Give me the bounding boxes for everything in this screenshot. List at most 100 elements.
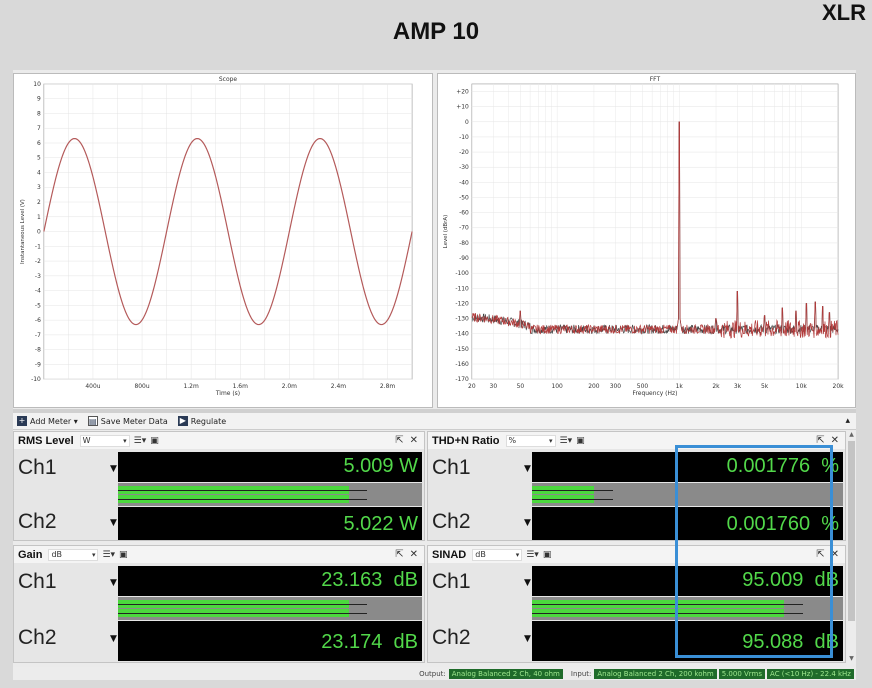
undock-icon[interactable]: ⇱ (816, 549, 825, 560)
ch2-readout: 0.001760 % (532, 507, 843, 540)
ch2-label: Ch2 (18, 510, 57, 533)
meter-settings-icon[interactable]: ▣ (119, 549, 128, 560)
scroll-up-icon[interactable]: ▲ (849, 431, 854, 438)
chevron-down-icon: ▾ (123, 436, 127, 445)
unit-select[interactable]: % ▾ (505, 434, 556, 447)
chevron-down-icon[interactable]: ▼ (524, 518, 531, 528)
ch2-value: 95.088 (742, 631, 804, 653)
meter-settings-icon[interactable]: ▣ (542, 549, 552, 560)
level-tick-line (532, 499, 613, 500)
fft-y-tick-label: -40 (459, 179, 469, 186)
close-icon[interactable]: ✕ (830, 435, 839, 446)
fft-y-tick-label: 0 (465, 119, 469, 126)
fft-y-tick-label: -120 (455, 300, 469, 307)
meter-options-icon[interactable]: ☰▾ (102, 549, 116, 560)
level-bars (532, 483, 843, 506)
chevron-down-icon[interactable]: ▼ (110, 634, 117, 644)
chevron-down-icon[interactable]: ▼ (110, 464, 117, 474)
fft-x-tick-label: 100 (551, 383, 563, 390)
scope-y-tick-label: 6 (37, 140, 41, 147)
level-bars (118, 483, 422, 506)
fft-y-tick-label: -20 (459, 149, 469, 156)
undock-icon[interactable]: ⇱ (395, 435, 404, 446)
corner-label: XLR (822, 0, 866, 25)
input-config-badge[interactable]: Analog Balanced 2 Ch, 200 kohm (594, 668, 717, 679)
meter-settings-icon[interactable]: ▣ (150, 435, 159, 446)
scope-graph-panel[interactable]: Scope -10 -9 -8 -7 -6 -5 -4 -3 -2 -1 0 1 2 3 4 5 6 7 8 9 10 40… (13, 73, 433, 408)
output-label: Output: (419, 669, 446, 678)
level-tick-line (118, 490, 368, 491)
bandwidth-badge[interactable]: AC (<10 Hz) - 22.4 kHz (767, 668, 854, 679)
scope-y-tick-label: 8 (37, 110, 41, 117)
scope-y-tick-label: 2 (37, 199, 41, 206)
fft-y-tick-label: +10 (456, 104, 469, 111)
ch2-unit: dB (814, 631, 839, 653)
level-tick-line (532, 613, 803, 614)
scope-y-tick-label: -1 (35, 243, 41, 250)
chevron-down-icon[interactable]: ▼ (110, 578, 117, 588)
ch1-label: Ch1 (18, 570, 57, 593)
output-config-badge[interactable]: Analog Balanced 2 Ch, 40 ohm (448, 668, 563, 679)
fft-y-axis-label: Level (dBrA) (443, 215, 449, 249)
chevron-down-icon[interactable]: ▼ (524, 578, 531, 588)
fft-x-tick-label: 50 (517, 383, 525, 390)
close-icon[interactable]: ✕ (830, 549, 839, 560)
scope-y-tick-label: -3 (35, 273, 41, 280)
scope-x-axis-label: Time (s) (215, 390, 240, 397)
scroll-down-icon[interactable]: ▼ (849, 655, 854, 662)
range-badge[interactable]: 5.000 Vrms (718, 668, 766, 679)
ch2-readout: 5.022 W (118, 507, 422, 540)
scope-x-tick-label: 2.0m (282, 383, 297, 390)
regulate-button[interactable]: ▶ Regulate (177, 416, 226, 426)
ch1-readout: 95.009 dB (532, 566, 843, 596)
meter-options-icon[interactable]: ☰▾ (133, 435, 147, 446)
unit-select[interactable]: W ▾ (79, 434, 130, 447)
meter-options-icon[interactable]: ☰▾ (526, 549, 539, 560)
chevron-down-icon[interactable]: ▼ (110, 518, 117, 528)
fft-y-tick-label: -170 (455, 376, 469, 383)
close-icon[interactable]: ✕ (409, 549, 418, 560)
analyzer-app: Scope -10 -9 -8 -7 -6 -5 -4 -3 -2 -1 0 1 2 3 4 5 6 7 8 9 10 40… (13, 70, 856, 680)
fft-y-tick-label: -50 (459, 194, 469, 201)
fft-x-tick-label: 500 (637, 383, 649, 390)
chevron-down-icon[interactable]: ▼ (524, 464, 531, 474)
ch1-unit: dB (814, 569, 839, 591)
undock-icon[interactable]: ⇱ (816, 435, 825, 446)
scope-y-tick-label: 5 (37, 155, 41, 162)
meter-title: SINAD (432, 548, 467, 561)
fft-graph-panel[interactable]: FFT +20 +10 0 -10 -20 -30 -40 -50 -60 -70 -80 -90 -10… (437, 73, 856, 408)
fft-title: FFT (650, 76, 661, 83)
ch2-unit: % (821, 513, 839, 535)
add-meter-button[interactable]: + Add Meter ▾ (17, 416, 78, 426)
ch1-value: 95.009 (742, 569, 804, 591)
fft-y-tick-label: -90 (459, 255, 469, 262)
fft-x-tick-label: 30 (490, 383, 498, 390)
close-icon[interactable]: ✕ (409, 435, 418, 446)
meter-scrollbar[interactable]: ▲ ▼ (847, 431, 856, 664)
save-meter-data-button[interactable]: ▤ Save Meter Data (87, 416, 168, 426)
meter-options-icon[interactable]: ☰▾ (559, 435, 573, 446)
input-label: Input: (570, 669, 592, 678)
meter-settings-icon[interactable]: ▣ (576, 435, 585, 446)
ch2-label: Ch2 (432, 510, 471, 533)
unit-select[interactable]: dB ▾ (472, 548, 523, 561)
meter-title: THD+N Ratio (432, 434, 500, 447)
undock-icon[interactable]: ⇱ (395, 549, 404, 560)
status-bar: Output: Analog Balanced 2 Ch, 40 ohm Inp… (13, 667, 856, 680)
scope-y-tick-label: 0 (37, 229, 41, 236)
ch2-unit: W (399, 513, 418, 535)
scope-y-tick-label: -6 (35, 317, 41, 324)
scope-y-tick-label: -5 (35, 302, 41, 309)
scroll-thumb[interactable] (848, 441, 855, 621)
fft-plot-area (471, 83, 839, 380)
ch1-unit: W (399, 455, 418, 477)
unit-select[interactable]: dB ▾ (48, 548, 99, 561)
ch2-unit: dB (393, 631, 418, 653)
fft-y-tick-label: -130 (455, 316, 469, 323)
fft-x-tick-label: 1k (676, 383, 684, 390)
chevron-down-icon[interactable]: ▼ (524, 634, 531, 644)
panel-splitter[interactable] (13, 409, 856, 413)
rms-level-meter: RMS Level W ▾ ☰▾ ▣ ⇱ ✕ Ch1 ▼ 5.009 W Ch2 ▼… (13, 431, 425, 541)
collapse-icon[interactable]: ▴ (845, 416, 850, 426)
ch1-readout: 23.163 dB (118, 566, 422, 596)
